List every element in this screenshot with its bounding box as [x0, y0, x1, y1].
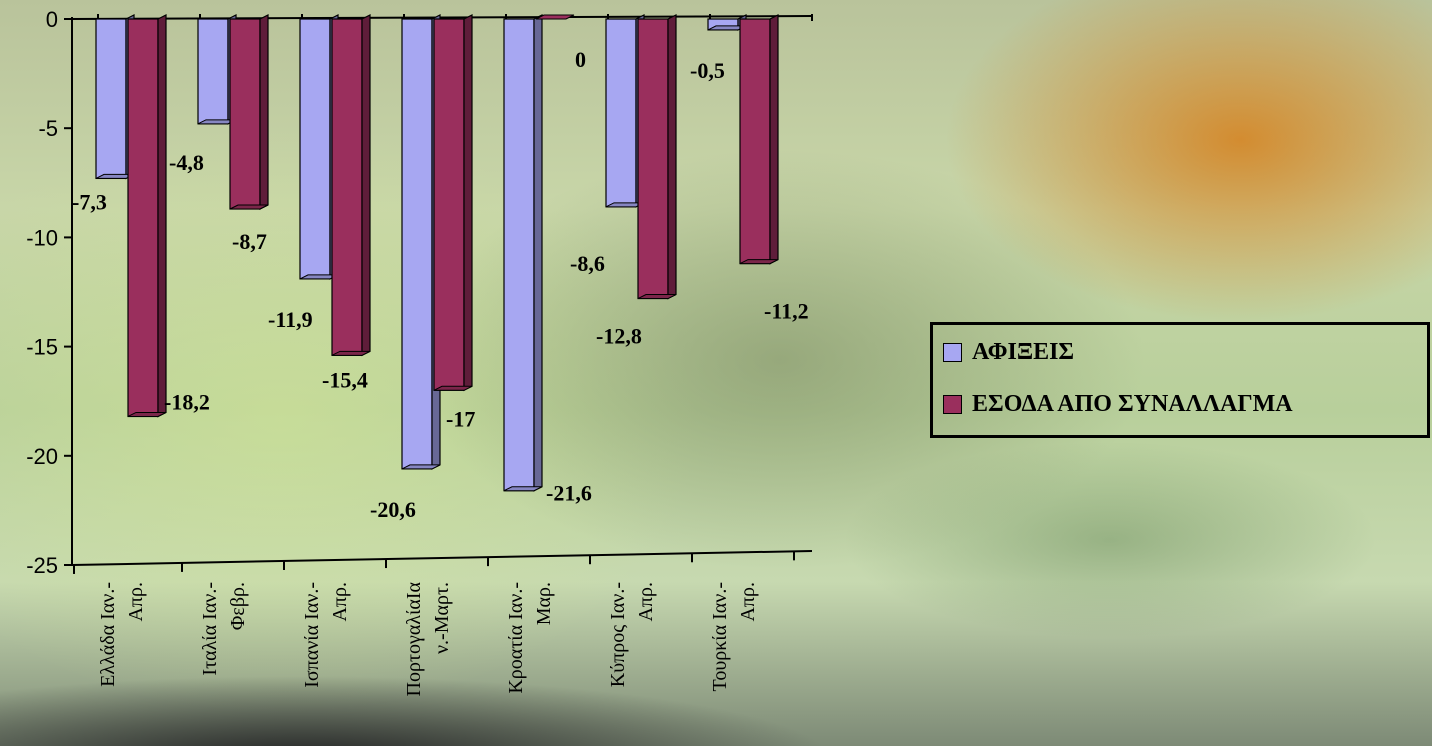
category-label: Φεβρ.: [227, 582, 249, 630]
data-label: -21,6: [546, 481, 592, 506]
legend: ΑΦΙΞΕΙΣ ΕΣΟΔΑ ΑΠΟ ΣΥΝΑΛΛΑΓΜΑ: [930, 322, 1430, 438]
bar-front: [503, 18, 535, 492]
category-label: Απρ.: [737, 582, 759, 622]
category-label: Απρ.: [635, 582, 657, 622]
data-label: -12,8: [596, 324, 642, 349]
y-tick-label: -10: [26, 225, 58, 250]
category-label: Μαρ.: [533, 582, 555, 625]
x-axis-line: [71, 550, 813, 566]
data-label: -4,8: [169, 150, 204, 175]
category-label: Ελλάδα Ιαν.-: [97, 582, 119, 687]
bar-front: [299, 18, 331, 280]
data-label: -20,6: [370, 497, 416, 522]
legend-swatch-revenue: [943, 394, 962, 414]
zero-baseline: [69, 15, 813, 20]
bar-front: [637, 18, 669, 300]
bar-end: [433, 385, 473, 391]
y-tick-label: 0: [46, 7, 58, 32]
bar-end: [637, 294, 677, 300]
data-label: -0,5: [690, 58, 725, 83]
data-label: -17: [446, 406, 475, 431]
category-label: Ισπανία Ιαν.-: [301, 582, 323, 688]
bar-side: [157, 14, 167, 418]
legend-label-arrivals: ΑΦΙΞΕΙΣ: [972, 338, 1075, 365]
bar-side: [361, 14, 371, 357]
category-label: Κροατία Ιαν.-: [505, 582, 527, 694]
bar-front: [197, 18, 229, 125]
data-label: -8,6: [570, 251, 605, 276]
category-label: Τουρκία Ιαν.-: [709, 582, 731, 692]
bar-side: [463, 14, 473, 392]
bar-front: [331, 18, 363, 356]
bar-front: [739, 18, 771, 265]
category-label: Κύπρος Ιαν.-: [607, 582, 629, 687]
data-label: -11,2: [764, 299, 809, 324]
category-label: ν.-Μαρτ.: [431, 582, 453, 654]
bar-end: [229, 204, 269, 210]
bar-front: [605, 18, 637, 208]
bar-end: [739, 259, 779, 265]
y-tick-label: -15: [26, 335, 58, 360]
bar-front: [401, 18, 433, 470]
data-label: -18,2: [164, 389, 210, 414]
bar-end: [401, 464, 441, 470]
y-tick-label: -25: [26, 553, 58, 578]
bar-side: [533, 14, 543, 492]
bar-front: [433, 18, 465, 391]
category-label: Ιταλία Ιαν.-: [199, 582, 221, 676]
bar-front: [127, 18, 159, 418]
category-label: Απρ.: [125, 582, 147, 622]
chart-labels: -7,3 -4,8 -11,9 -20,6 -21,6 -8,6 -0,5 -18,2 -8,7…: [72, 47, 809, 522]
data-label: -7,3: [72, 189, 107, 214]
chart-axes: 0 -5 -10 -15 -20 -25 Ελλάδα Ιαν.- Απρ. Ιταλία Ια…: [26, 7, 813, 696]
legend-label-revenue: ΕΣΟΔΑ ΑΠΟ ΣΥΝΑΛΛΑΓΜΑ: [972, 390, 1293, 417]
bar-side: [667, 14, 677, 300]
bar-end: [127, 411, 167, 417]
data-label: -11,9: [268, 307, 313, 332]
legend-item-arrivals: ΑΦΙΞΕΙΣ: [943, 337, 1074, 367]
data-label: 0: [575, 47, 586, 72]
bar-front: [95, 18, 127, 180]
chart-bars: [95, 14, 779, 492]
bar-side: [259, 14, 269, 210]
bar-front: [535, 14, 575, 20]
bar-side: [769, 14, 779, 265]
category-label: ΠορτογαλίαΙα: [403, 581, 425, 696]
bar-front: [229, 18, 261, 210]
data-label: -8,7: [232, 229, 267, 254]
category-label: Απρ.: [329, 582, 351, 622]
y-tick-label: -20: [26, 444, 58, 469]
bar-end: [331, 350, 371, 356]
legend-swatch-arrivals: [943, 342, 962, 362]
bar-end: [503, 486, 543, 492]
data-label: -15,4: [322, 367, 368, 392]
y-tick-label: -5: [38, 116, 58, 141]
legend-item-revenue: ΕΣΟΔΑ ΑΠΟ ΣΥΝΑΛΛΑΓΜΑ: [943, 389, 1293, 419]
